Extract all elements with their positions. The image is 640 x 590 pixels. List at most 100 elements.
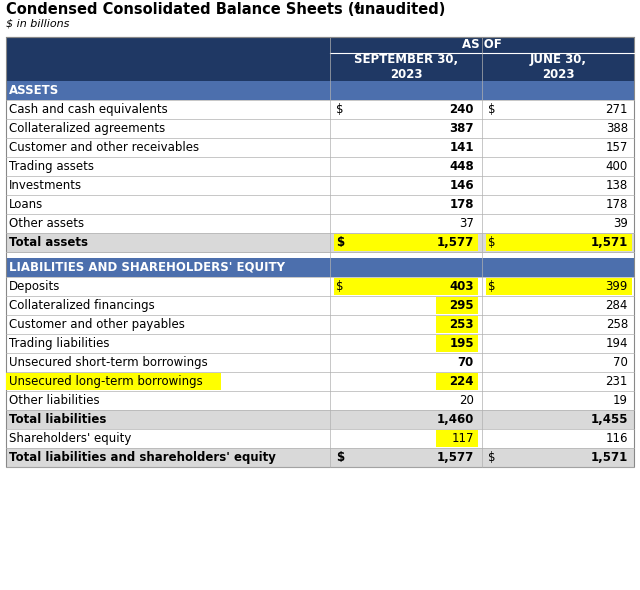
Bar [486,278,632,295]
Text: Customer and other payables: Customer and other payables [9,318,185,331]
Text: LIABILITIES AND SHAREHOLDERS' EQUITY: LIABILITIES AND SHAREHOLDERS' EQUITY [9,261,285,274]
Text: ASSETS: ASSETS [9,84,60,97]
Bar [482,53,634,81]
Text: 117: 117 [451,432,474,445]
Text: Loans: Loans [9,198,44,211]
Bar [6,81,634,100]
Text: 284: 284 [605,299,628,312]
Text: 253: 253 [449,318,474,331]
Text: Trading assets: Trading assets [9,160,94,173]
Text: 141: 141 [449,141,474,154]
Text: 388: 388 [606,122,628,135]
Bar [6,176,634,195]
Text: Trading liabilities: Trading liabilities [9,337,109,350]
Text: Total liabilities and shareholders' equity: Total liabilities and shareholders' equi… [9,451,276,464]
Bar [6,195,634,214]
Text: $: $ [488,280,495,293]
Bar [6,258,634,277]
Text: 1,577: 1,577 [436,236,474,249]
Text: Total assets: Total assets [9,236,88,249]
Text: JUNE 30,
2023: JUNE 30, 2023 [529,53,586,81]
Text: 146: 146 [449,179,474,192]
Text: 195: 195 [449,337,474,350]
Bar [6,353,634,372]
Bar [6,37,330,81]
Text: Cash and cash equivalents: Cash and cash equivalents [9,103,168,116]
Bar [6,100,634,119]
Text: 138: 138 [605,179,628,192]
Text: 20: 20 [459,394,474,407]
Bar [334,278,478,295]
Text: 1,571: 1,571 [591,451,628,464]
Text: 70: 70 [613,356,628,369]
Text: 19: 19 [613,394,628,407]
Bar [486,234,632,251]
Text: 448: 448 [449,160,474,173]
Text: $: $ [336,280,344,293]
Text: Collateralized agreements: Collateralized agreements [9,122,165,135]
Text: Deposits: Deposits [9,280,60,293]
Text: 4: 4 [354,2,361,12]
Text: 178: 178 [605,198,628,211]
Text: 403: 403 [449,280,474,293]
Bar [6,252,634,258]
Bar [6,157,634,176]
Text: Unsecured short-term borrowings: Unsecured short-term borrowings [9,356,208,369]
Text: 240: 240 [449,103,474,116]
Text: 39: 39 [613,217,628,230]
Text: 295: 295 [449,299,474,312]
Text: 231: 231 [605,375,628,388]
Bar [436,430,478,447]
Text: Total liabilities: Total liabilities [9,413,106,426]
Text: $: $ [336,236,344,249]
Text: SEPTEMBER 30,
2023: SEPTEMBER 30, 2023 [354,53,458,81]
Text: Customer and other receivables: Customer and other receivables [9,141,199,154]
Bar [6,410,634,429]
Bar [6,448,634,467]
Text: Investments: Investments [9,179,82,192]
Bar [6,315,634,334]
Text: Other assets: Other assets [9,217,84,230]
Bar [330,53,482,81]
Text: 271: 271 [605,103,628,116]
Text: $ in billions: $ in billions [6,18,69,28]
Bar [6,296,634,315]
Bar [6,277,634,296]
Bar [6,233,634,252]
Text: $: $ [488,103,495,116]
Bar [436,316,478,333]
Bar [6,372,634,391]
Bar [6,429,634,448]
Bar [6,373,221,390]
Bar [330,37,634,53]
Text: $: $ [336,451,344,464]
Bar [436,297,478,314]
Bar [436,335,478,352]
Text: 387: 387 [449,122,474,135]
Text: AS OF: AS OF [462,38,502,51]
Text: 37: 37 [459,217,474,230]
Text: Condensed Consolidated Balance Sheets (unaudited): Condensed Consolidated Balance Sheets (u… [6,2,445,17]
Bar [436,373,478,390]
Bar [6,138,634,157]
Text: 194: 194 [605,337,628,350]
Bar [6,391,634,410]
Text: Shareholders' equity: Shareholders' equity [9,432,131,445]
Text: $: $ [488,236,495,249]
Bar [334,234,478,251]
Bar [6,214,634,233]
Text: 70: 70 [458,356,474,369]
Text: 400: 400 [605,160,628,173]
Text: $: $ [488,451,495,464]
Text: 1,577: 1,577 [436,451,474,464]
Text: 399: 399 [605,280,628,293]
Text: 116: 116 [605,432,628,445]
Text: Other liabilities: Other liabilities [9,394,100,407]
Text: 224: 224 [449,375,474,388]
Text: 1,455: 1,455 [591,413,628,426]
Text: 1,571: 1,571 [591,236,628,249]
Text: 157: 157 [605,141,628,154]
Text: Unsecured long-term borrowings: Unsecured long-term borrowings [9,375,203,388]
Text: $: $ [336,103,344,116]
Text: Collateralized financings: Collateralized financings [9,299,155,312]
